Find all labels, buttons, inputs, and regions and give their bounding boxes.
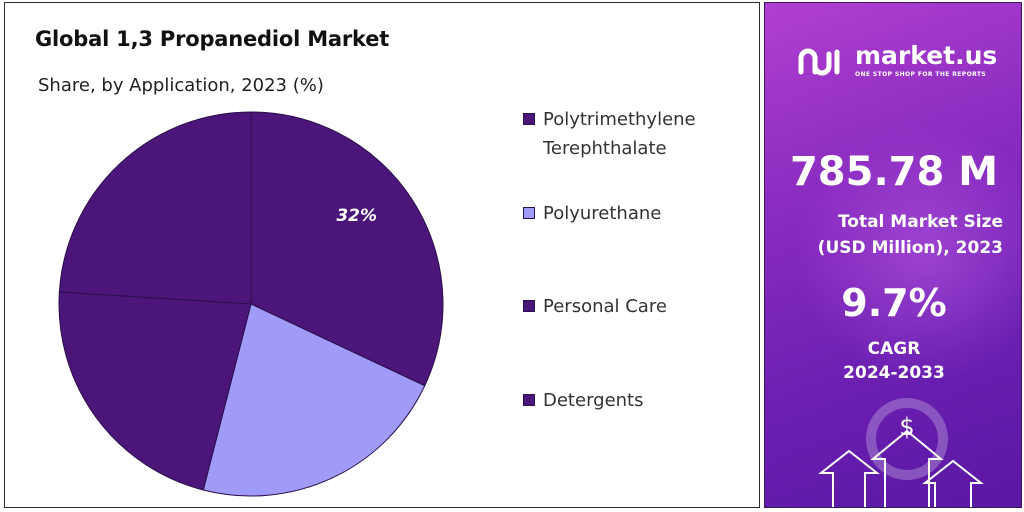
cagr-label-line2: 2024-2033 [843,363,945,383]
brand-logo: market.us ONE STOP SHOP FOR THE REPORTS [797,43,997,78]
pie-slice-personal-care [58,291,252,491]
market-us-logo-icon [798,48,840,75]
pie-slice-polytrimethylene-terephthalate [250,111,444,387]
legend-label: Polyurethane [543,203,662,224]
cagr-value: 9.7% [841,281,947,325]
chart-subtitle: Share, by Application, 2023 (%) [38,75,324,96]
market-size-label-line1: Total Market Size [837,212,1003,232]
legend-label: Detergents [543,390,644,411]
market-size-label: Total Market Size (USD Million), 2023 [793,209,1003,261]
legend-label: Personal Care [543,296,667,317]
pie-slice-polyurethane [202,303,426,497]
market-size-label-line2: (USD Million), 2023 [817,238,1003,258]
currency-symbol: $ [899,413,914,441]
cagr-label: CAGR 2024-2033 [765,337,1021,385]
cagr-label-line1: CAGR [867,339,921,359]
legend-item-polytrimethylene-terephthalate: Polytrimethylene Terephthalate [523,105,743,163]
chart-title: Global 1,3 Propanediol Market [35,27,390,51]
chart-panel: Global 1,3 Propanediol Market Share, by … [4,2,760,508]
growth-arrows-icon [818,429,984,507]
brand-tagline: ONE STOP SHOP FOR THE REPORTS [855,71,987,78]
legend-swatch [523,394,535,406]
legend-label: Polytrimethylene Terephthalate [543,109,696,159]
pie-slice-detergents [58,111,252,305]
brand-name: market.us [855,41,998,70]
pie-chart: 32% [58,111,444,497]
legend-item-detergents: Detergents [523,386,743,415]
dollar-coin-icon: $ [866,398,948,480]
legend-swatch [523,300,535,312]
legend-swatch [523,113,535,125]
info-panel: market.us ONE STOP SHOP FOR THE REPORTS … [764,2,1022,508]
pie-data-label: 32% [336,206,377,226]
legend-item-personal-care: Personal Care [523,292,743,321]
growth-illustration: $ [818,398,984,507]
market-size-value: 785.78 M [789,149,999,195]
legend-swatch [523,207,535,219]
legend-item-polyurethane: Polyurethane [523,199,743,228]
background-glow [795,123,1021,383]
